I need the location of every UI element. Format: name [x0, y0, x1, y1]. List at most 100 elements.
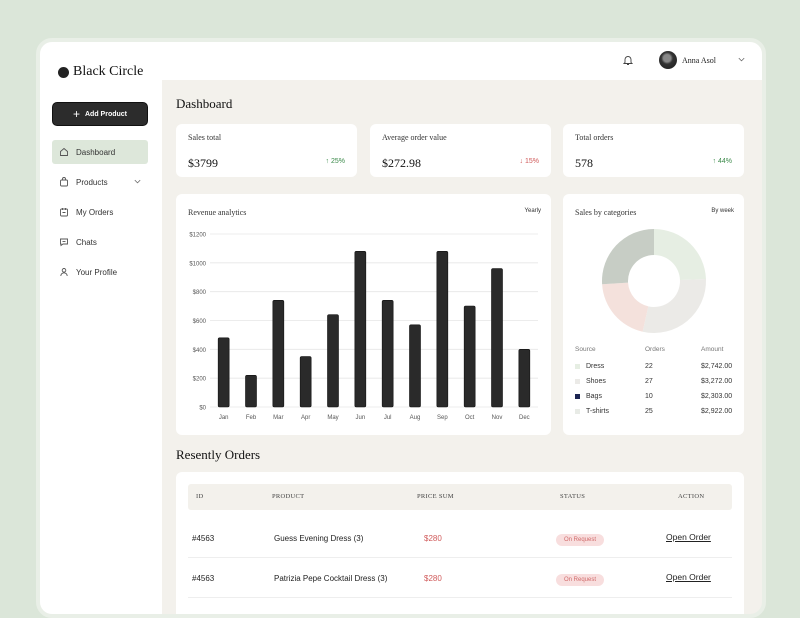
amount-value: $2,742.00 — [701, 363, 733, 370]
stat-card-average-order-value: Average order value $272.98 ↓ 15% — [370, 124, 551, 177]
column-header-status: STATUS — [560, 493, 586, 500]
x-tick-label: Apr — [301, 415, 310, 421]
chevron-down-icon[interactable] — [133, 177, 142, 186]
bar-may[interactable] — [327, 314, 339, 408]
product-name: Guess Evening Dress (3) — [274, 534, 364, 543]
x-tick-label: Sep — [437, 415, 448, 421]
arrow-up-icon: ↑ — [712, 158, 717, 165]
bar-oct[interactable] — [463, 305, 476, 408]
user-icon — [59, 267, 69, 277]
table-row: T-shirts 25 $2,922.00 — [575, 408, 735, 415]
orders-count: 10 — [645, 393, 653, 400]
slice-dress[interactable] — [654, 229, 706, 281]
sidebar-item-label: Your Profile — [76, 267, 118, 277]
sidebar-item-my-orders[interactable]: My Orders — [52, 200, 148, 224]
brand-name: Black Circle — [73, 64, 144, 79]
bar-dec[interactable] — [518, 349, 531, 408]
y-tick-label: $0 — [199, 406, 206, 412]
amount-value: $2,922.00 — [701, 408, 733, 415]
revenue-bar-chart: $0 $200 $400 $600 $800 $1000 $1200 Jan Feb Mar Apr… — [189, 233, 538, 421]
table-row: #4563 Guess Evening Dress (3) $280 On Re… — [188, 518, 732, 558]
open-order-link[interactable]: Open Order — [666, 572, 711, 582]
avatar[interactable] — [659, 51, 677, 69]
table-row: Bags 10 $2,303.00 — [575, 393, 735, 400]
source-name: Shoes — [586, 378, 606, 385]
sidebar-item-label: Dashboard — [76, 147, 116, 157]
bar-mar[interactable] — [272, 300, 285, 408]
top-bar: Anna Asol — [162, 42, 762, 80]
slice-bags[interactable] — [602, 282, 649, 332]
stat-delta: ↑ 44% — [712, 158, 732, 165]
x-tick-label: Nov — [492, 415, 503, 421]
add-product-label: Add Product — [85, 110, 127, 118]
card-title: Revenue analytics — [188, 208, 247, 217]
sidebar-item-products[interactable]: Products — [52, 170, 148, 194]
sidebar-item-label: My Orders — [76, 207, 114, 217]
bell-icon[interactable] — [622, 54, 634, 66]
price-sum: $280 — [424, 574, 442, 583]
bar-jan[interactable] — [217, 337, 230, 408]
app-window: Black Circle + Add Product Dashboard Pro… — [36, 38, 766, 618]
bar-jun[interactable] — [354, 250, 367, 408]
stat-delta: ↑ 25% — [325, 158, 345, 165]
column-header: Source — [575, 346, 596, 353]
bar-jul[interactable] — [381, 300, 394, 408]
sidebar-item-label: Chats — [76, 237, 97, 247]
legend-swatch — [575, 379, 580, 384]
stat-value: 578 — [575, 156, 593, 170]
revenue-analytics-card: Revenue analytics Yearly $0 $200 $400 $600 $… — [176, 194, 551, 435]
orders-count: 27 — [645, 378, 653, 385]
table-header: ID PRODUCT PRICE SUM STATUS ACTION — [188, 484, 732, 510]
stat-value: $272.98 — [382, 156, 421, 170]
bar-apr[interactable] — [299, 356, 312, 408]
open-order-link[interactable]: Open Order — [666, 532, 711, 542]
bar-nov[interactable] — [491, 268, 503, 408]
order-id: #4563 — [192, 574, 215, 583]
sidebar-nav: Dashboard Products My Orders Chats — [52, 140, 148, 290]
card-title: Sales by categories — [575, 208, 637, 217]
plus-icon: + — [72, 107, 80, 121]
slice-shoes[interactable] — [642, 279, 706, 333]
sales-by-categories-card: Sales by categories By week Source Order… — [563, 194, 744, 435]
add-product-button[interactable]: + Add Product — [52, 102, 148, 126]
product-name: Patrizia Pepe Cocktail Dress (3) — [274, 574, 388, 583]
column-header-id: ID — [196, 493, 204, 500]
legend-swatch — [575, 364, 580, 369]
stat-card-sales-total: Sales total $3799 ↑ 25% — [176, 124, 357, 177]
bar-sep[interactable] — [436, 250, 449, 408]
stat-delta: ↓ 15% — [519, 158, 539, 165]
x-tick-label: Oct — [465, 415, 475, 421]
y-tick-label: $200 — [193, 377, 207, 383]
order-id: #4563 — [192, 534, 215, 543]
period-filter[interactable]: Yearly — [524, 208, 541, 214]
source-name: Bags — [586, 393, 602, 400]
bar-aug[interactable] — [409, 324, 421, 408]
x-tick-label: Dec — [519, 415, 530, 421]
sidebar-item-your-profile[interactable]: Your Profile — [52, 260, 148, 284]
categories-table: Source Orders Amount Dress 22 $2,742.00 … — [575, 346, 735, 423]
categories-donut-chart — [602, 229, 706, 333]
sidebar-item-label: Products — [76, 177, 108, 187]
source-name: Dress — [586, 363, 605, 370]
y-tick-label: $800 — [193, 290, 207, 296]
sidebar-item-dashboard[interactable]: Dashboard — [52, 140, 148, 164]
main-content: Dashboard Sales total $3799 ↑ 25% Averag… — [162, 80, 762, 614]
sidebar: Black Circle + Add Product Dashboard Pro… — [40, 42, 162, 614]
y-tick-label: $1000 — [189, 261, 206, 267]
bar-feb[interactable] — [245, 374, 257, 408]
x-tick-label: Jun — [355, 415, 365, 421]
price-sum: $280 — [424, 534, 442, 543]
section-title: Resently Orders — [176, 447, 261, 462]
column-header-product: PRODUCT — [272, 493, 305, 500]
logo[interactable]: Black Circle — [58, 64, 143, 80]
period-filter[interactable]: By week — [711, 208, 734, 214]
amount-value: $2,303.00 — [701, 393, 733, 400]
chevron-down-icon[interactable] — [737, 55, 746, 64]
sidebar-item-chats[interactable]: Chats — [52, 230, 148, 254]
slice-t-shirts[interactable] — [602, 229, 654, 285]
stat-label: Total orders — [575, 133, 614, 142]
home-icon — [59, 147, 69, 157]
source-name: T-shirts — [586, 408, 609, 415]
x-tick-label: Feb — [246, 415, 257, 421]
user-name[interactable]: Anna Asol — [682, 56, 716, 65]
